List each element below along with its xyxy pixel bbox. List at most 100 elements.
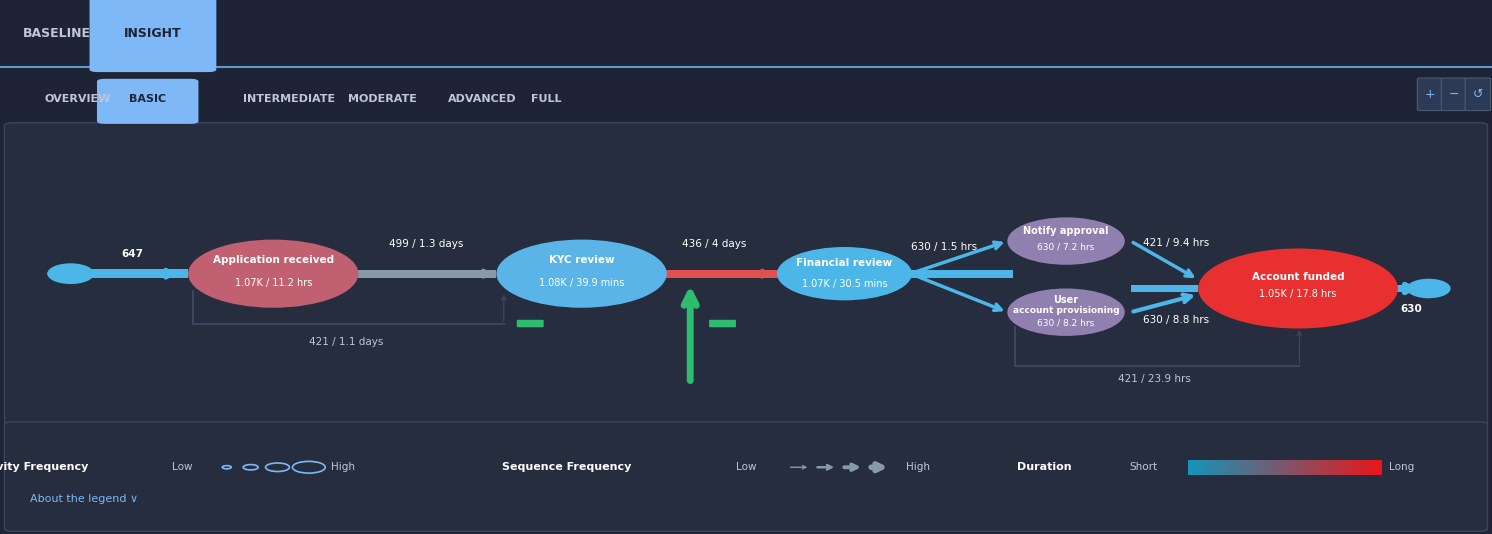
FancyBboxPatch shape [90,0,216,72]
Bar [1334,460,1337,475]
Bar [1213,460,1216,475]
Text: FULL: FULL [531,94,561,104]
Text: Sequence Frequency: Sequence Frequency [503,462,631,472]
Text: OVERVIEW: OVERVIEW [45,94,110,104]
FancyBboxPatch shape [516,320,543,327]
Ellipse shape [48,263,94,284]
FancyBboxPatch shape [4,123,1488,425]
Bar [664,270,779,278]
Bar [1217,460,1220,475]
Bar [1368,460,1371,475]
Text: Low: Low [736,462,756,472]
Bar [1349,460,1353,475]
Bar [1395,285,1447,292]
Bar [1365,460,1368,475]
Ellipse shape [1407,279,1450,299]
Bar [1304,460,1307,475]
FancyBboxPatch shape [1417,78,1443,111]
Bar [1268,460,1271,475]
Text: User: User [1053,295,1079,305]
Text: 1.07K / 30.5 mins: 1.07K / 30.5 mins [801,279,888,289]
Bar [1288,460,1291,475]
Ellipse shape [777,247,912,300]
Bar [358,270,497,278]
Bar [1282,460,1285,475]
Text: MODERATE: MODERATE [348,94,416,104]
Bar [1235,460,1240,475]
Text: 630 / 7.2 hrs: 630 / 7.2 hrs [1037,242,1095,252]
Text: 630 / 1.5 hrs: 630 / 1.5 hrs [912,242,977,252]
Text: Account funded: Account funded [1252,272,1344,281]
FancyBboxPatch shape [4,422,1488,531]
Bar [1307,460,1310,475]
Text: 499 / 1.3 days: 499 / 1.3 days [389,239,463,249]
Text: 436 / 4 days: 436 / 4 days [682,239,746,249]
Text: Short: Short [1129,462,1158,472]
Bar [1197,460,1201,475]
Text: 421 / 1.1 days: 421 / 1.1 days [309,337,383,347]
Bar [910,270,1013,278]
Text: High: High [906,462,930,472]
Bar [1243,460,1246,475]
Bar [1373,460,1376,475]
Bar [1232,460,1235,475]
Text: High: High [331,462,355,472]
Text: BASIC: BASIC [130,94,166,104]
Bar [1379,460,1382,475]
Text: ↺: ↺ [1473,88,1483,101]
Text: INSIGHT: INSIGHT [124,27,182,40]
Bar [1298,460,1301,475]
Text: Financial review: Financial review [797,258,892,268]
Text: 630 / 8.2 hrs: 630 / 8.2 hrs [1037,318,1095,327]
Text: 421 / 9.4 hrs: 421 / 9.4 hrs [1143,238,1210,248]
Text: About the legend ∨: About the legend ∨ [30,494,137,504]
Bar [1252,460,1256,475]
Bar [1323,460,1326,475]
Bar [1210,460,1213,475]
Bar [1274,460,1279,475]
Circle shape [61,270,81,277]
Ellipse shape [1007,288,1125,336]
Bar [1262,460,1265,475]
Circle shape [1419,285,1438,292]
Bar [0,67,1492,131]
Ellipse shape [497,240,667,308]
Bar [1229,460,1232,475]
Bar [1246,460,1249,475]
Text: 630: 630 [1399,304,1422,314]
FancyBboxPatch shape [709,320,736,327]
Text: −: − [1449,88,1459,101]
Bar [1194,460,1197,475]
Bar [1291,460,1294,475]
Bar [1259,460,1262,475]
Text: 1.08K / 39.9 mins: 1.08K / 39.9 mins [539,278,624,288]
Bar [1226,460,1229,475]
Bar [1353,460,1356,475]
Bar [1204,460,1207,475]
Text: ADVANCED: ADVANCED [448,94,516,104]
FancyBboxPatch shape [1465,78,1491,111]
Bar [1295,460,1298,475]
Bar [1131,285,1198,292]
Bar [1279,460,1282,475]
Bar [1188,460,1191,475]
Bar [1359,460,1362,475]
Text: 1.05K / 17.8 hrs: 1.05K / 17.8 hrs [1259,289,1337,300]
Text: 1.07K / 11.2 hrs: 1.07K / 11.2 hrs [234,278,312,288]
Bar [1191,460,1194,475]
Ellipse shape [1007,217,1125,265]
Bar [1207,460,1210,475]
Text: Long: Long [1389,462,1414,472]
Bar [1240,460,1243,475]
Bar [1265,460,1268,475]
Bar [1320,460,1323,475]
Text: INTERMEDIATE: INTERMEDIATE [243,94,336,104]
Text: +: + [1425,88,1435,101]
Bar [1310,460,1313,475]
Text: Low: Low [172,462,192,472]
Text: 647: 647 [121,249,143,260]
Text: Duration: Duration [1018,462,1071,472]
Bar [1376,460,1379,475]
Bar [1340,460,1343,475]
Bar [1201,460,1204,475]
